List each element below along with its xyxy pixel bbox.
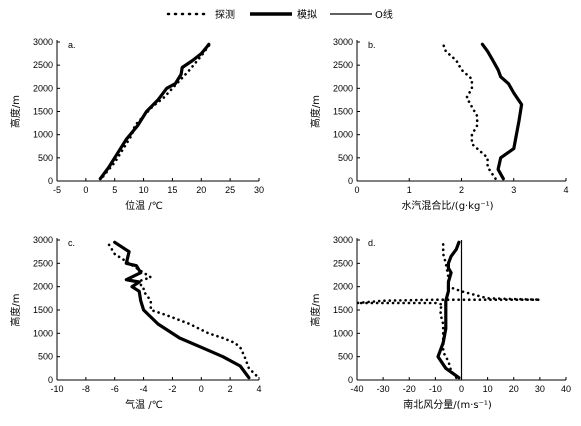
series-line-dotted [441, 42, 497, 180]
x-axis-label: 南北风分量/(m·s⁻¹) [403, 398, 492, 411]
y-tick-label: 2000 [33, 282, 53, 292]
x-tick-label: 2 [228, 384, 233, 394]
x-tick-label: -5 [53, 185, 61, 195]
x-tick-label: 20 [196, 185, 206, 195]
y-tick-label: 0 [48, 375, 53, 385]
x-tick-label: 5 [112, 185, 117, 195]
series-line-dotted [101, 42, 212, 178]
x-tick-label: -8 [82, 384, 90, 394]
y-tick-label: 2500 [333, 258, 353, 268]
y-tick-label: 1500 [333, 305, 353, 315]
series-line-thick [436, 240, 461, 380]
legend-observed-label: 探测 [215, 8, 235, 21]
x-tick-label: 30 [535, 384, 545, 394]
panel-2: 0 500 1000 1500 2000 2500 3000 0 1 2 3 4 b. 水汽混合比/(g·… [309, 37, 569, 212]
x-tick-label: 15 [167, 185, 177, 195]
x-tick-label: -20 [403, 384, 416, 394]
y-tick-label: 0 [348, 375, 353, 385]
legend-zero-line-label: O线 [375, 8, 393, 21]
x-tick-label: 3 [511, 185, 516, 195]
y-tick-label: 500 [38, 153, 53, 163]
x-tick-label: 20 [509, 384, 519, 394]
y-tick-label: 3000 [333, 37, 353, 47]
panel-label: b. [368, 40, 376, 50]
x-tick-label: 40 [561, 384, 571, 394]
x-tick-label: 25 [225, 185, 235, 195]
y-tick-label: 3000 [33, 37, 53, 47]
y-tick-label: 1000 [333, 328, 353, 338]
y-axis-label: 高度/m [9, 95, 22, 128]
y-tick-label: 2000 [333, 83, 353, 93]
x-tick-label: 4 [563, 185, 568, 195]
y-tick-label: 2500 [33, 60, 53, 70]
y-tick-label: 500 [338, 352, 353, 362]
y-tick-label: 500 [338, 153, 353, 163]
y-tick-label: 0 [348, 176, 353, 186]
x-tick-label: 10 [139, 185, 149, 195]
y-axis-label: 高度/m [309, 95, 322, 128]
y-tick-label: 500 [38, 352, 53, 362]
x-tick-label: -2 [168, 384, 176, 394]
y-tick-label: 0 [48, 176, 53, 186]
y-tick-label: 1500 [33, 107, 53, 117]
y-tick-label: 1000 [333, 130, 353, 140]
x-tick-label: -10 [50, 384, 63, 394]
panel-label: a. [68, 40, 76, 50]
x-tick-label: 2 [459, 185, 464, 195]
y-tick-label: 1500 [33, 305, 53, 315]
x-tick-label: -4 [140, 384, 148, 394]
legend: 探测 模拟 O线 [166, 8, 393, 21]
y-tick-label: 2500 [333, 60, 353, 70]
y-tick-label: 1000 [33, 130, 53, 140]
x-tick-label: 0 [354, 185, 359, 195]
x-tick-label: 0 [199, 384, 204, 394]
series-line-thick [98, 42, 211, 181]
series-line-thick [113, 240, 251, 380]
x-tick-label: 0 [83, 185, 88, 195]
y-tick-label: 3000 [333, 235, 353, 245]
x-tick-label: -10 [429, 384, 442, 394]
x-axis-label: 位温 /℃ [125, 199, 163, 212]
y-axis-label: 高度/m [9, 293, 22, 326]
x-tick-label: -30 [377, 384, 390, 394]
panel-3: 0 500 1000 1500 2000 2500 3000 -10 -8 -6 -4 -2 0 2 4 c.… [9, 235, 262, 411]
y-tick-label: 1500 [333, 107, 353, 117]
x-tick-label: 10 [483, 384, 493, 394]
panel-label: d. [368, 238, 376, 248]
legend-simulated-label: 模拟 [297, 8, 317, 21]
y-tick-label: 2000 [333, 282, 353, 292]
x-axis-label: 水汽混合比/(g·kg⁻¹) [401, 199, 493, 212]
x-tick-label: 30 [254, 185, 264, 195]
series-line-thick [480, 42, 524, 181]
panel-label: c. [68, 238, 75, 248]
x-tick-label: 0 [459, 384, 464, 394]
y-tick-label: 2500 [33, 258, 53, 268]
x-tick-label: -40 [350, 384, 363, 394]
x-tick-label: 4 [256, 384, 261, 394]
series-line-dotted [106, 241, 258, 377]
x-axis-label: 气温 /℃ [125, 398, 163, 411]
y-tick-label: 3000 [33, 235, 53, 245]
x-tick-label: -6 [111, 384, 119, 394]
x-tick-label: 1 [407, 185, 412, 195]
y-axis-label: 高度/m [309, 293, 322, 326]
y-tick-label: 1000 [33, 328, 53, 338]
panel-4: 0 500 1000 1500 2000 2500 3000 -40 -30 -20 -10 0 10 2… [309, 235, 571, 411]
y-tick-label: 2000 [33, 83, 53, 93]
